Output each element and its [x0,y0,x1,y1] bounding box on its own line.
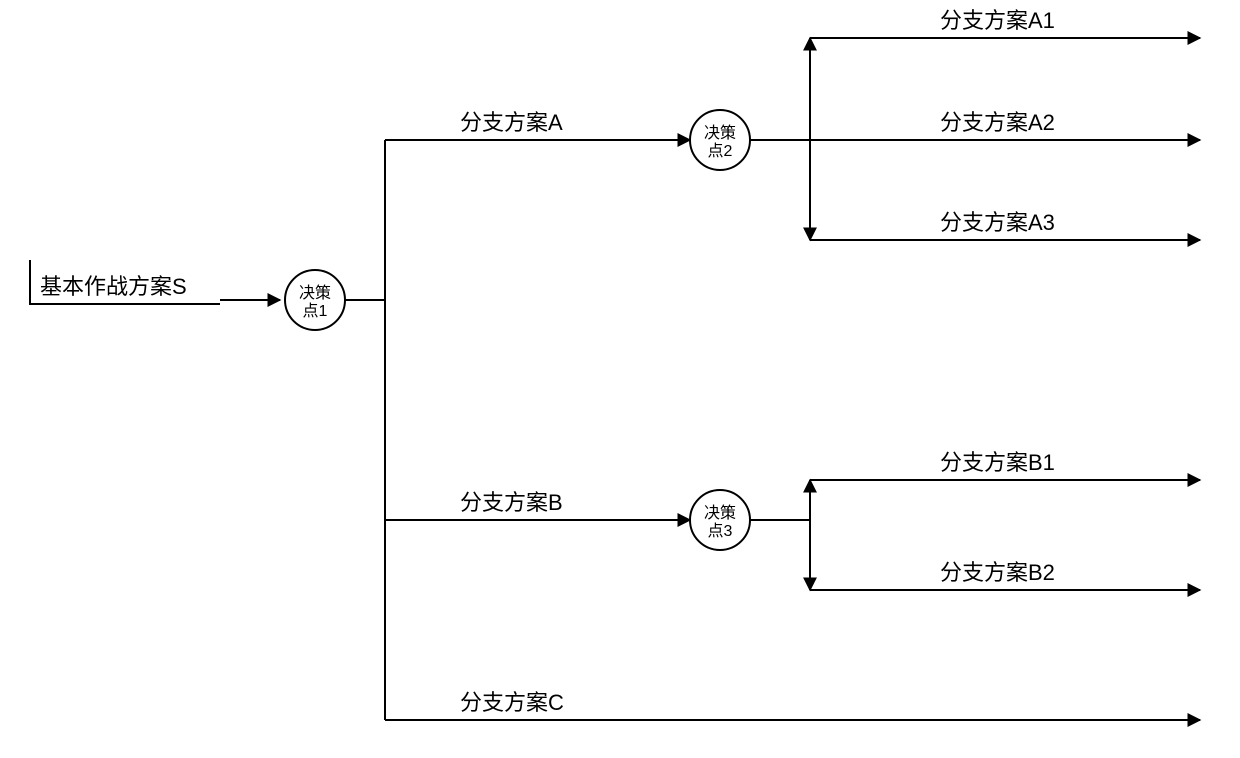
branch-label: 分支方案A1 [940,8,1055,33]
level2-B-branches: 分支方案B1 分支方案B2 [750,450,1200,590]
decision-node-d3: 决策点3 [690,490,750,550]
node-label: 点1 [303,302,328,320]
decision-nodes: 决策点1决策点2决策点3 [285,110,750,550]
node-label: 点3 [708,522,733,540]
node-label: 决策 [704,124,736,142]
node-label: 决策 [299,284,331,302]
level1-branches: 分支方案A 分支方案B 分支方案C [345,110,1200,720]
branch-label: 分支方案C [460,690,564,715]
root-group: 基本作战方案S [30,260,280,304]
branch-label: 分支方案B2 [940,560,1055,585]
branch-label: 分支方案A [460,110,563,135]
node-label: 决策 [704,504,736,522]
branch-label: 分支方案B1 [940,450,1055,475]
level2-A-branches: 分支方案A1 分支方案A2 分支方案A3 [750,8,1200,240]
decision-node-d2: 决策点2 [690,110,750,170]
branch-label: 分支方案B [460,490,563,515]
decision-tree-diagram: 基本作战方案S 分支方案A分支方案B分支方案C 分支方案A1分支方案A2分支方案… [0,0,1240,758]
decision-node-d1: 决策点1 [285,270,345,330]
root-label: 基本作战方案S [40,274,187,299]
branch-label: 分支方案A3 [940,210,1055,235]
node-label: 点2 [708,142,733,160]
branch-label: 分支方案A2 [940,110,1055,135]
